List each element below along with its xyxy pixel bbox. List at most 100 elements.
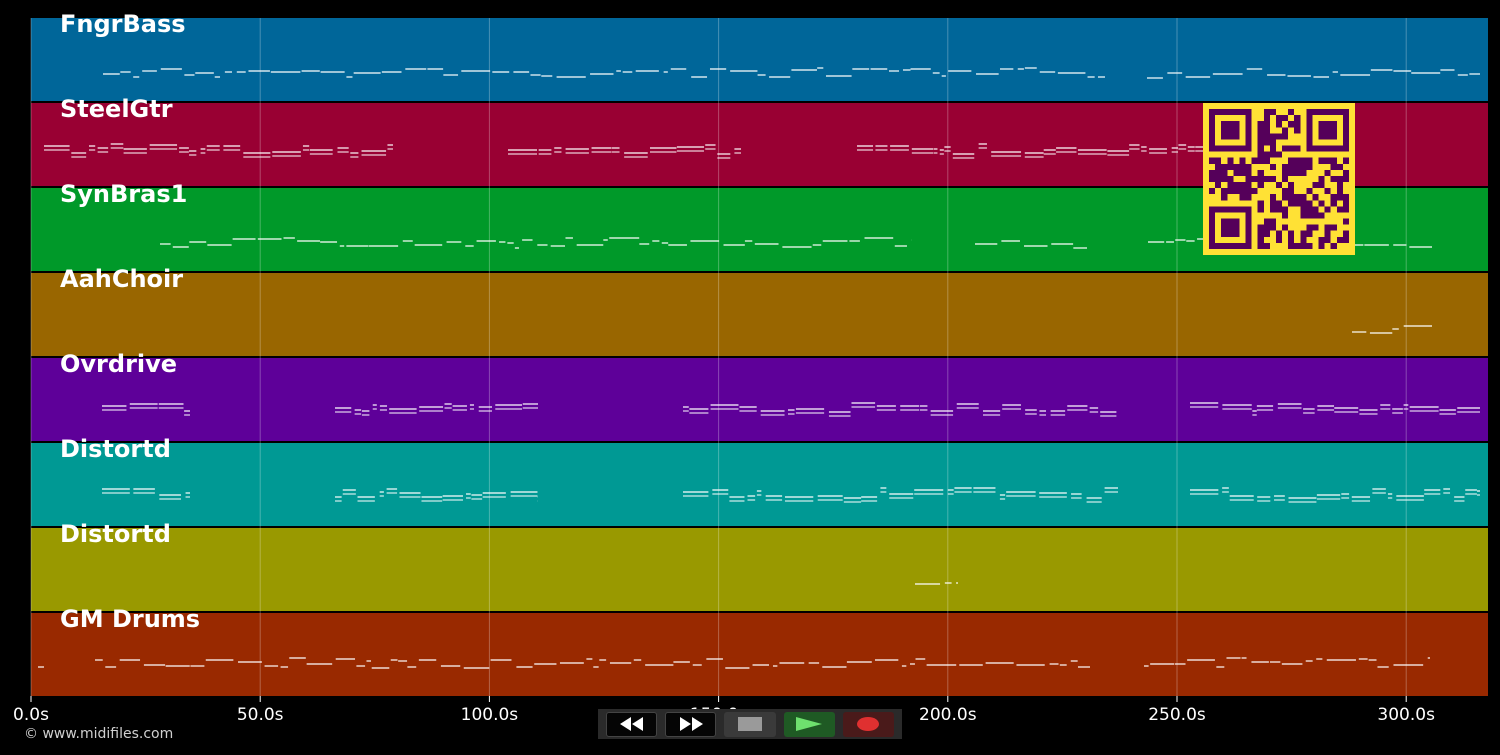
qr-module [1227,175,1234,183]
qr-module [1263,230,1270,237]
qr-module [1215,163,1222,170]
track-name: Distortd [60,520,171,548]
track-name: Distortd [60,435,171,463]
qr-module [1288,145,1295,152]
qr-module [1282,163,1289,170]
qr-module [1330,200,1337,207]
track-name: SynBras1 [60,180,187,208]
qr-module [1312,182,1319,189]
qr-finder [1318,121,1337,140]
track-lane[interactable] [31,528,1488,611]
qr-module [1288,194,1295,201]
qr-module [1282,127,1289,134]
qr-module [1245,163,1252,170]
qr-module [1227,157,1234,164]
qr-module [1324,169,1331,176]
rewind-button[interactable] [606,711,658,737]
qr-module [1263,109,1270,116]
qr-module [1306,163,1313,170]
qr-module [1251,175,1258,183]
fast-forward-button[interactable] [665,711,717,737]
track-lane[interactable] [31,443,1488,526]
qr-module [1294,121,1301,128]
qr-module [1263,139,1270,146]
time-tick-label: 250.0s [1148,705,1206,725]
qr-module [1288,242,1295,249]
qr-module [1257,157,1264,164]
qr-module [1300,157,1307,164]
qr-module [1239,182,1246,189]
qr-module [1306,230,1313,237]
qr-module [1294,145,1301,152]
qr-module [1282,212,1289,219]
qr-module [1245,169,1252,176]
qr-module [1330,224,1337,231]
stop-button[interactable] [724,711,776,737]
qr-module [1288,163,1295,170]
qr-module [1245,182,1252,189]
qr-module [1324,157,1331,164]
qr-module [1209,169,1216,176]
qr-module [1294,157,1301,164]
qr-module [1227,163,1234,170]
qr-module [1239,157,1246,164]
qr-module [1282,175,1289,183]
qr-module [1306,224,1313,231]
track-name: AahChoir [60,265,183,293]
qr-module [1257,145,1264,152]
fast-forward-icon [679,717,703,731]
qr-module [1269,194,1276,201]
qr-module [1294,194,1301,201]
qr-module [1294,200,1301,207]
qr-code-overlay [1203,103,1355,255]
qr-module [1239,163,1246,170]
qr-module [1221,175,1228,183]
qr-module [1342,236,1349,243]
qr-module [1263,133,1270,140]
qr-module [1275,236,1283,243]
qr-module [1275,133,1283,140]
qr-module [1257,151,1264,158]
qr-module [1257,139,1264,146]
qr-module [1282,188,1289,195]
qr-module [1288,157,1295,164]
qr-module [1282,194,1289,201]
qr-module [1324,206,1331,213]
track-lane[interactable] [31,358,1488,441]
qr-module [1275,115,1283,122]
qr-module [1275,121,1283,128]
qr-finder [1221,218,1240,237]
qr-module [1300,169,1307,176]
qr-module [1221,188,1228,195]
track-name: SteelGtr [60,95,173,123]
qr-module [1330,175,1337,183]
qr-module [1263,121,1270,128]
qr-module [1336,206,1343,213]
qr-module [1269,163,1276,170]
qr-module [1300,212,1307,219]
qr-module [1215,157,1222,164]
qr-module [1342,194,1349,201]
play-button[interactable] [783,711,835,737]
qr-module [1263,115,1270,122]
qr-module [1336,182,1343,189]
record-button[interactable] [842,711,894,737]
qr-module [1342,206,1349,213]
qr-module [1269,175,1276,183]
qr-module [1215,175,1222,183]
track-lane[interactable] [31,18,1488,101]
qr-module [1257,169,1264,176]
qr-module [1288,109,1295,116]
qr-module [1275,230,1283,237]
qr-module [1227,182,1234,189]
qr-module [1312,206,1319,213]
qr-module [1294,127,1301,134]
track-lane[interactable] [31,613,1488,696]
qr-finder [1221,121,1240,140]
qr-module [1257,175,1264,183]
qr-module [1263,224,1270,231]
track-lane[interactable] [31,273,1488,356]
qr-module [1251,188,1258,195]
qr-module [1263,151,1270,158]
qr-module [1306,200,1313,207]
